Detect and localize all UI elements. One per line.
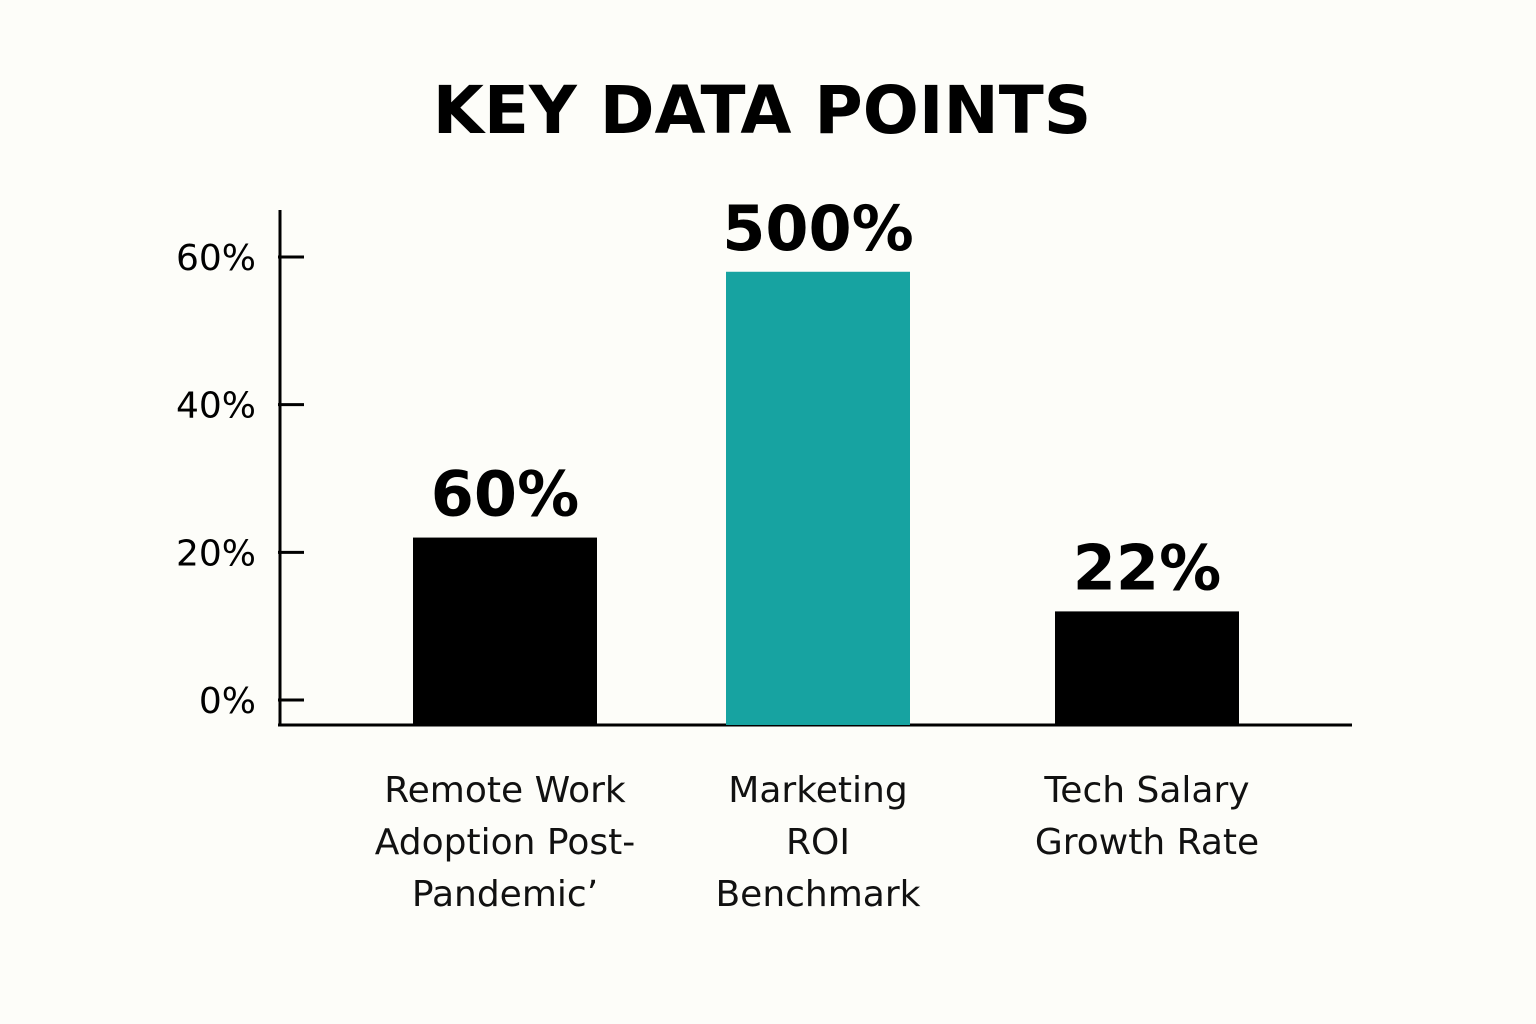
bars — [413, 271, 1239, 725]
data-label: 60% — [431, 458, 579, 531]
y-tick-label: 20% — [176, 533, 256, 574]
data-label: 500% — [722, 192, 914, 265]
y-tick-label: 40% — [176, 386, 256, 427]
category-label: Tech Salary — [1043, 770, 1249, 811]
category-label: Growth Rate — [1035, 822, 1259, 863]
data-label: 22% — [1073, 531, 1221, 604]
bar — [1055, 611, 1239, 725]
bar — [413, 537, 597, 725]
category-label: ROI — [786, 822, 850, 863]
category-label: Benchmark — [715, 874, 920, 915]
bar — [726, 271, 910, 725]
category-labels: Remote Work Adoption Post- Pandemic’ Market… — [375, 770, 1259, 915]
y-tick-label: 0% — [199, 681, 256, 722]
y-tick-label: 60% — [176, 238, 256, 279]
chart-title: KEY DATA POINTS — [433, 72, 1092, 149]
data-labels: 60% 500% 22% — [431, 192, 1221, 605]
y-ticks: 0% 20% 40% 60% — [176, 238, 304, 722]
category-label: Pandemic’ — [412, 874, 598, 915]
category-label: Adoption Post- — [375, 822, 635, 863]
category-label: Remote Work — [384, 770, 626, 811]
category-label: Marketing — [728, 770, 907, 811]
